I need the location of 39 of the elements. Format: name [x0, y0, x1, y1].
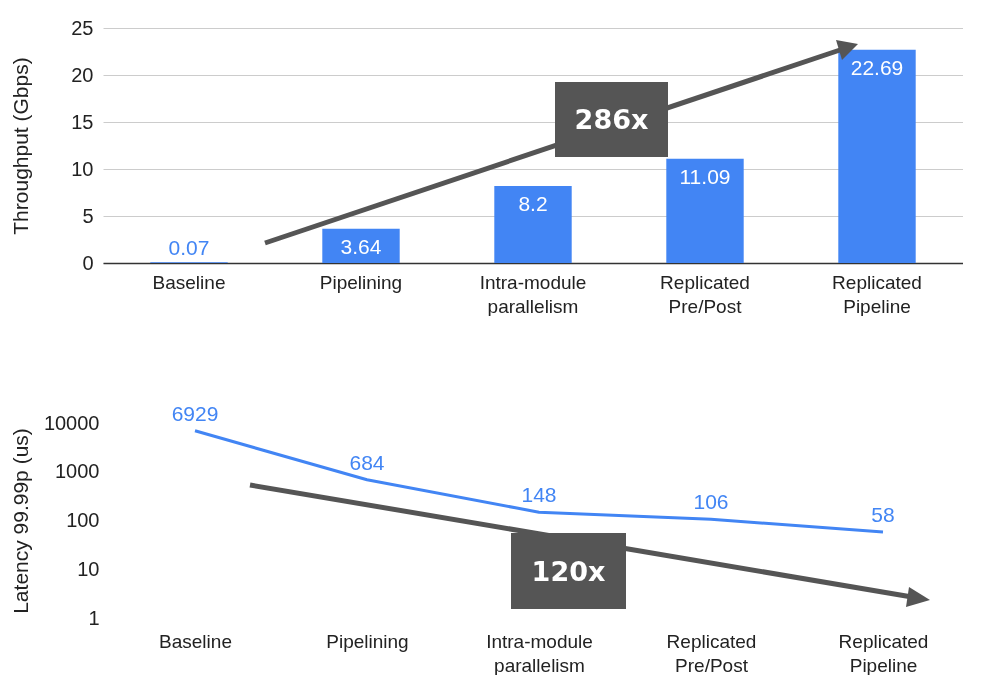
annotation: 120x [511, 533, 626, 609]
bar [322, 228, 400, 263]
x-tick-label: Pipelining [326, 630, 409, 652]
y-tick-label: 1000 [55, 460, 100, 483]
y-tick-label: 10 [77, 557, 100, 580]
x-tick-label: Intra-module parallelism [479, 271, 587, 317]
x-tick-label: Baseline [159, 630, 232, 652]
x-tick-label: Baseline [152, 271, 226, 293]
x-tick-label: Intra-module parallelism [486, 630, 593, 676]
y-axis-title: Throughput (Gbps) [8, 57, 32, 235]
y-tick-label: 10 [71, 157, 94, 180]
data-label: 22.69 [850, 55, 904, 79]
y-tick-label: 25 [71, 16, 94, 39]
y-tick-label: 20 [71, 63, 94, 86]
y-tick-label: 5 [82, 204, 94, 227]
y-tick-label: 15 [71, 110, 94, 133]
y-axis-title: Latency 99.99p (us) [8, 428, 32, 614]
data-label: 58 [871, 503, 895, 527]
x-tick-label: Replicated Pipeline [832, 271, 922, 317]
bar [666, 158, 744, 263]
data-label: 6929 [171, 401, 219, 425]
x-tick-label: Replicated Pre/Post [666, 630, 757, 676]
bar [838, 49, 916, 263]
data-label: 8.2 [518, 191, 548, 215]
x-tick-label: Replicated Pre/Post [660, 271, 750, 317]
y-tick-label: 1 [88, 606, 100, 629]
x-tick-label: Pipelining [319, 271, 403, 293]
data-label: 0.07 [168, 236, 210, 260]
data-label: 684 [349, 450, 385, 474]
x-tick-label: Replicated Pipeline [838, 630, 929, 676]
data-label: 106 [693, 490, 729, 514]
y-tick-label: 10000 [43, 411, 100, 434]
annotation: 286x [555, 82, 668, 157]
data-label: 148 [521, 483, 557, 507]
y-tick-label: 100 [66, 509, 100, 531]
data-label: 3.64 [340, 234, 382, 258]
y-tick-label: 0 [82, 251, 94, 274]
data-label: 11.09 [679, 164, 731, 188]
bar [494, 185, 572, 263]
